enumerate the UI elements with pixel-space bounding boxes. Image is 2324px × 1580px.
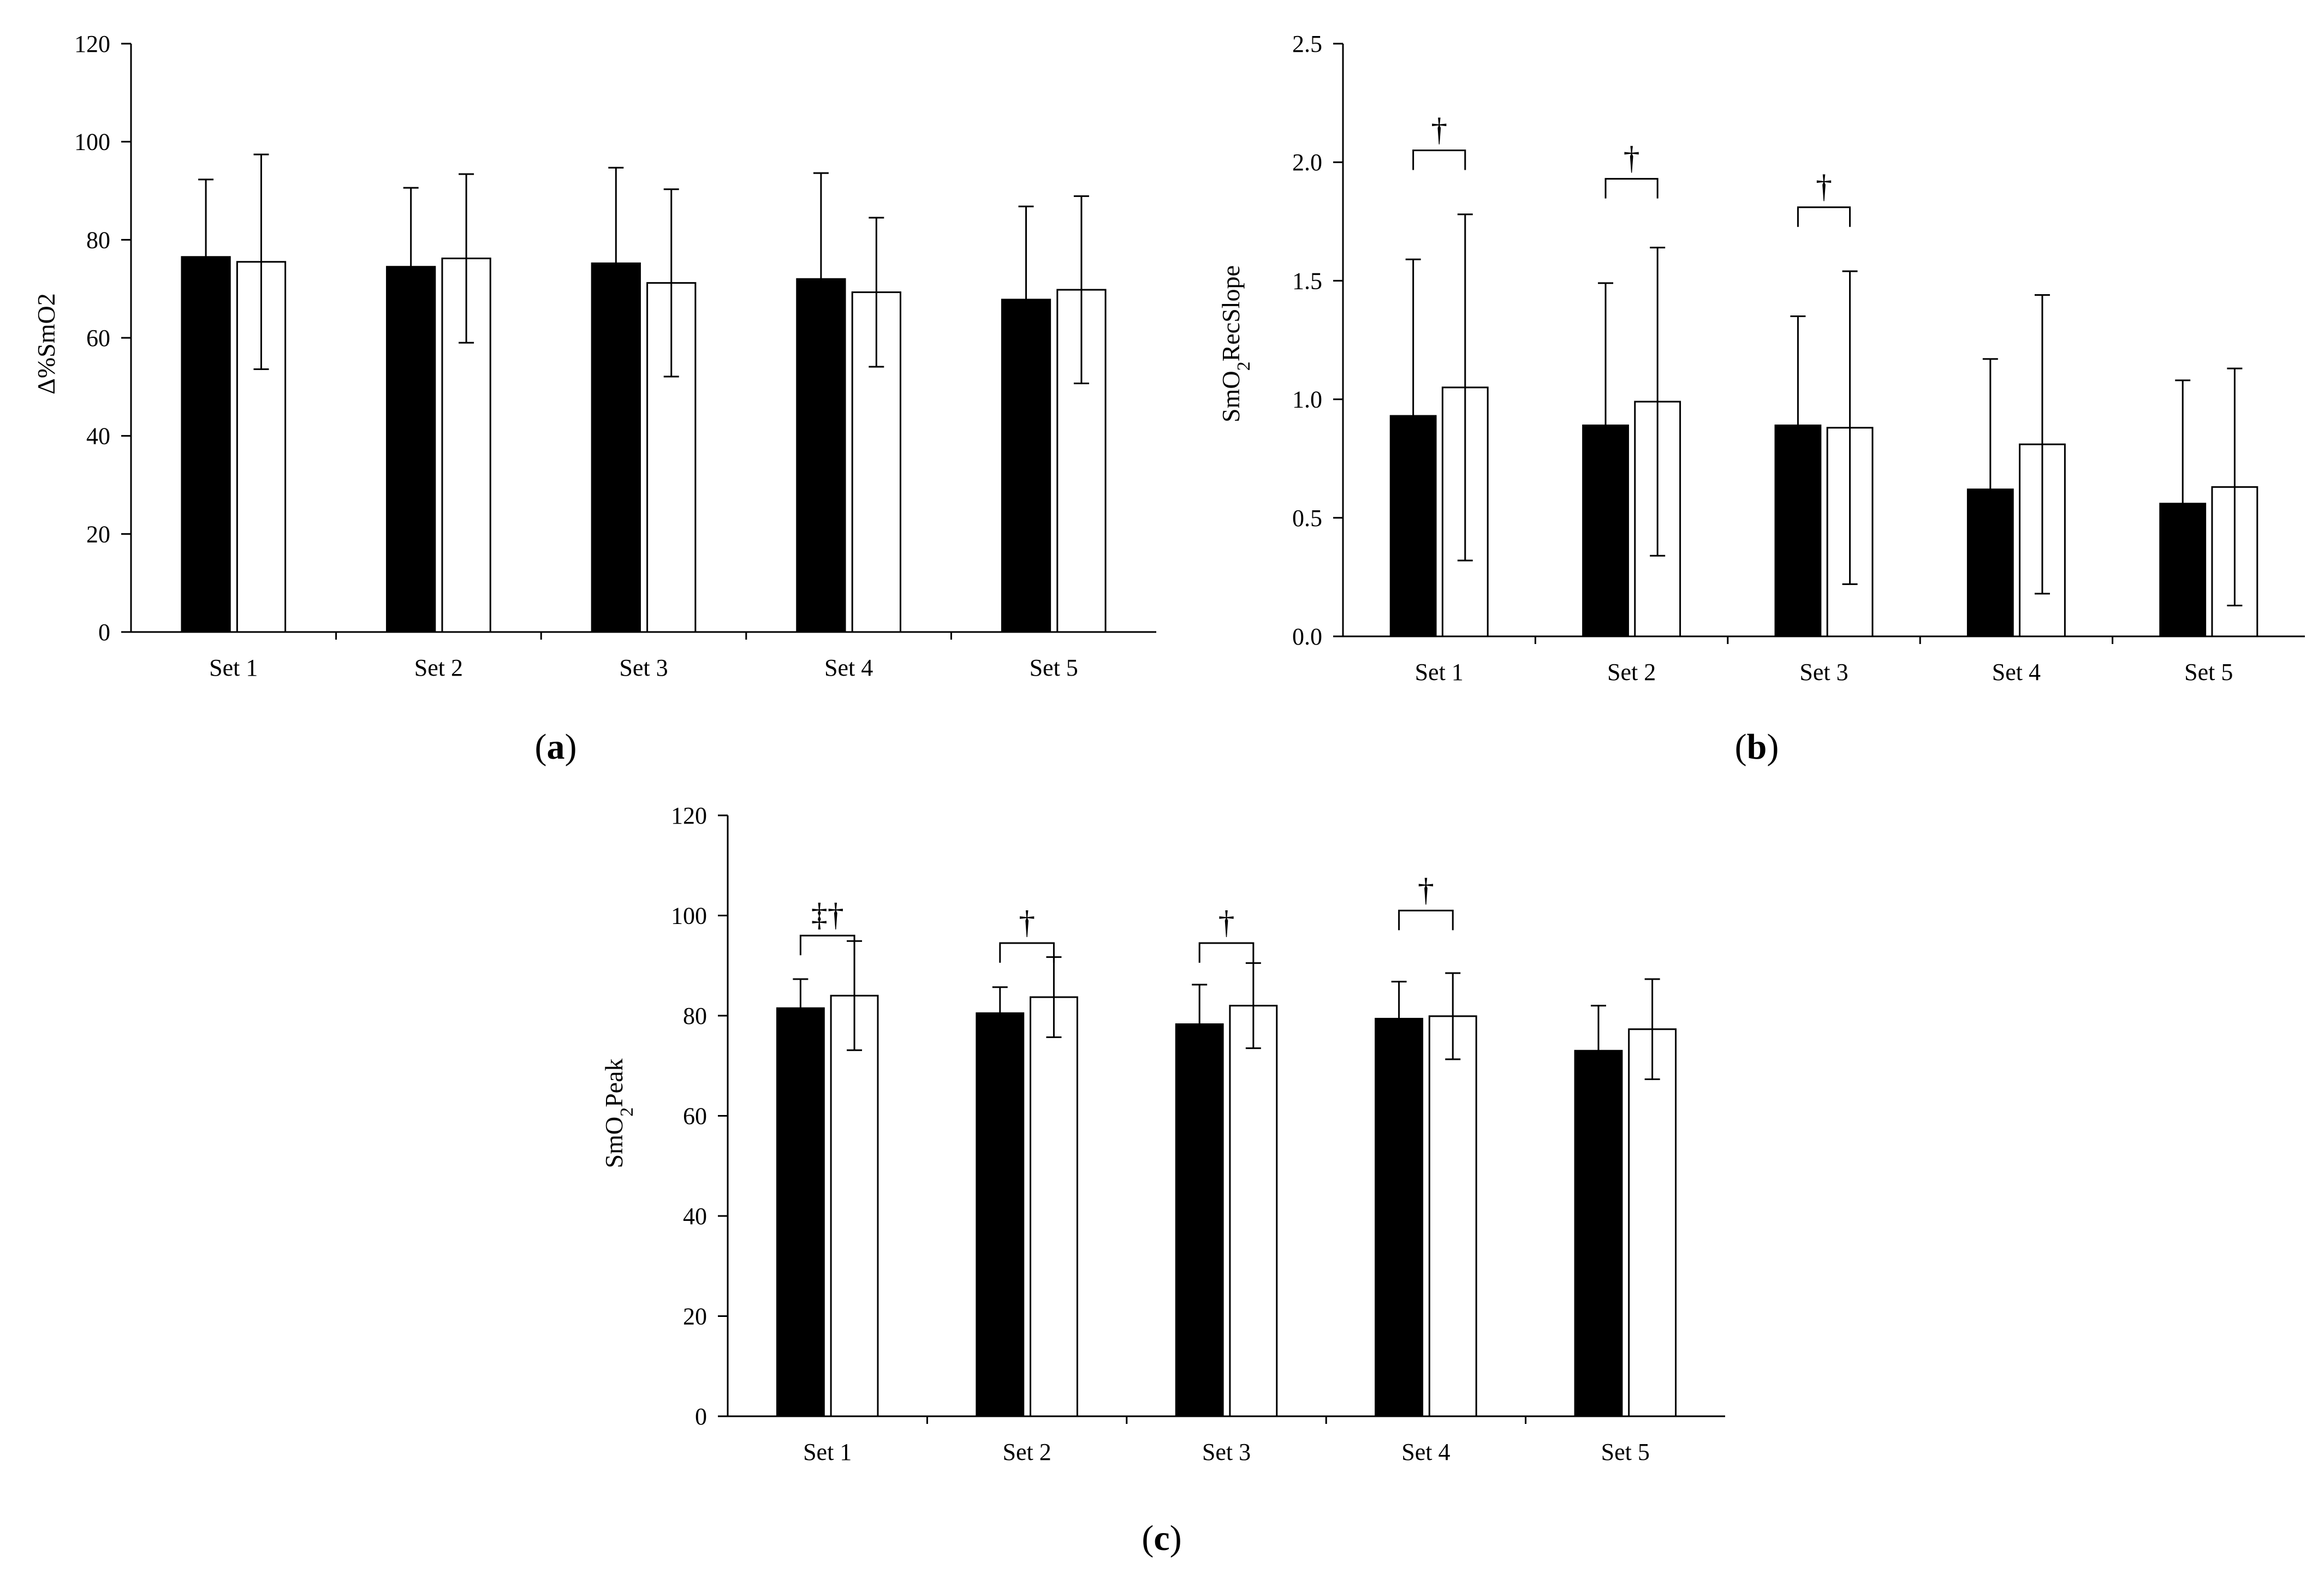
chart-panel-a: 0 20 40 60 80 100 120 Δ%SmO2 Set 1 Set 2 Set 3 Set … bbox=[32, 31, 1156, 767]
panel-label-letter: a bbox=[547, 727, 565, 767]
panel-label: (b) bbox=[1735, 727, 1779, 767]
x-tick-label: Set 3 bbox=[1202, 1439, 1251, 1465]
bar bbox=[796, 278, 846, 633]
bar bbox=[1375, 1018, 1424, 1417]
x-tick-label: Set 2 bbox=[414, 654, 463, 681]
bar bbox=[1774, 424, 1822, 637]
x-tick-label: Set 2 bbox=[1607, 659, 1656, 685]
bar bbox=[1175, 1023, 1224, 1417]
panel-label-paren: ) bbox=[1767, 727, 1779, 767]
y-tick-label: 1.5 bbox=[1292, 267, 1322, 294]
y-tick-label: 60 bbox=[86, 325, 110, 351]
significance-marker: † bbox=[1431, 111, 1447, 147]
x-tick-label: Set 4 bbox=[824, 654, 873, 681]
bar bbox=[1574, 1050, 1623, 1417]
x-tick-label: Set 3 bbox=[1799, 659, 1848, 685]
x-tick-label: Set 5 bbox=[1030, 654, 1078, 681]
panel-label: (a) bbox=[535, 727, 577, 767]
y-tick-label: 1.0 bbox=[1292, 386, 1322, 413]
y-tick-label: 120 bbox=[671, 802, 707, 829]
y-axis-title: SmO2Peak bbox=[600, 1058, 637, 1168]
y-axis-title-subscript: 2 bbox=[1234, 361, 1254, 371]
panel-label-paren: ) bbox=[565, 727, 577, 767]
bar bbox=[1001, 299, 1051, 633]
bar bbox=[591, 262, 641, 633]
x-tick-label: Set 5 bbox=[2184, 659, 2233, 685]
bar bbox=[181, 256, 231, 633]
panel-label: (c) bbox=[1142, 1518, 1181, 1558]
x-tick-label: Set 4 bbox=[1401, 1439, 1450, 1465]
y-tick-label: 0 bbox=[98, 619, 110, 646]
bar bbox=[1229, 1005, 1278, 1417]
significance-marker: † bbox=[1816, 169, 1832, 205]
significance-marker: † bbox=[1624, 140, 1640, 176]
bar bbox=[386, 266, 436, 633]
y-tick-label: 20 bbox=[86, 521, 110, 547]
significance-marker: † bbox=[1019, 904, 1035, 940]
significance-marker: † bbox=[1219, 904, 1235, 940]
y-axis-title-part: RecSlope bbox=[1217, 265, 1245, 361]
panel-label-paren: ( bbox=[1142, 1518, 1154, 1558]
y-axis-title: SmO2RecSlope bbox=[1217, 265, 1254, 422]
significance-bracket bbox=[1198, 942, 1255, 963]
x-tick-label: Set 1 bbox=[209, 654, 258, 681]
y-axis-title-part: Δ%SmO2 bbox=[32, 293, 60, 394]
significance-bracket bbox=[1604, 178, 1659, 199]
panel-label-paren: ( bbox=[1735, 727, 1747, 767]
x-tick-label: Set 4 bbox=[1992, 659, 2041, 685]
y-tick-label: 2.5 bbox=[1292, 31, 1322, 57]
y-axis-title-part: SmO bbox=[1217, 371, 1245, 422]
significance-bracket bbox=[1412, 149, 1466, 170]
x-tick-label: Set 1 bbox=[1415, 659, 1464, 685]
panel-label-letter: c bbox=[1154, 1518, 1169, 1558]
bar bbox=[830, 994, 879, 1417]
x-tick-label: Set 2 bbox=[1002, 1439, 1051, 1465]
significance-bracket bbox=[1797, 206, 1851, 227]
significance-marker: † bbox=[1418, 872, 1434, 908]
panel-label-paren: ( bbox=[535, 727, 547, 767]
y-tick-label: 60 bbox=[683, 1103, 707, 1130]
x-tick-label: Set 3 bbox=[619, 654, 668, 681]
y-tick-label: 80 bbox=[86, 226, 110, 253]
panel-label-letter: b bbox=[1747, 727, 1767, 767]
significance-bracket bbox=[999, 942, 1055, 963]
chart-panel-c: 0 20 40 60 80 100 120 SmO2Peak Set 1 Set 2 Set 3 Se… bbox=[600, 802, 1725, 1558]
y-axis-title-subscript: 2 bbox=[617, 1107, 637, 1117]
y-tick-label: 0 bbox=[695, 1403, 707, 1430]
bar bbox=[1389, 415, 1437, 637]
panel-label-paren: ) bbox=[1170, 1518, 1182, 1558]
y-tick-label: 100 bbox=[671, 903, 707, 929]
y-tick-label: 120 bbox=[74, 31, 110, 57]
y-tick-label: 40 bbox=[683, 1203, 707, 1230]
y-axis-title: Δ%SmO2 bbox=[32, 293, 60, 394]
y-axis-title-part: Peak bbox=[600, 1058, 628, 1107]
y-tick-label: 20 bbox=[683, 1303, 707, 1330]
chart-panel-b: 0.0 0.5 1.0 1.5 2.0 2.5 SmO2RecSlope Set 1 Set 2… bbox=[1217, 31, 2305, 767]
y-tick-label: 40 bbox=[86, 423, 110, 450]
bar bbox=[1428, 1015, 1477, 1417]
bar bbox=[776, 1007, 825, 1417]
bar bbox=[1628, 1028, 1677, 1417]
y-tick-label: 2.0 bbox=[1292, 149, 1322, 176]
y-axis-title-part: SmO bbox=[600, 1117, 628, 1168]
y-tick-label: 80 bbox=[683, 1003, 707, 1029]
bar bbox=[2159, 503, 2207, 637]
y-tick-label: 0.5 bbox=[1292, 505, 1322, 532]
y-tick-label: 100 bbox=[74, 129, 110, 156]
y-tick-label: 0.0 bbox=[1292, 623, 1322, 650]
significance-marker: ‡† bbox=[811, 897, 844, 933]
x-tick-label: Set 1 bbox=[803, 1439, 852, 1465]
significance-bracket bbox=[1398, 909, 1454, 931]
bar bbox=[1029, 996, 1078, 1417]
bar bbox=[1582, 424, 1629, 637]
bar bbox=[976, 1012, 1025, 1417]
x-tick-label: Set 5 bbox=[1601, 1439, 1650, 1465]
significance-bracket bbox=[799, 934, 855, 956]
bar bbox=[1966, 488, 2014, 637]
